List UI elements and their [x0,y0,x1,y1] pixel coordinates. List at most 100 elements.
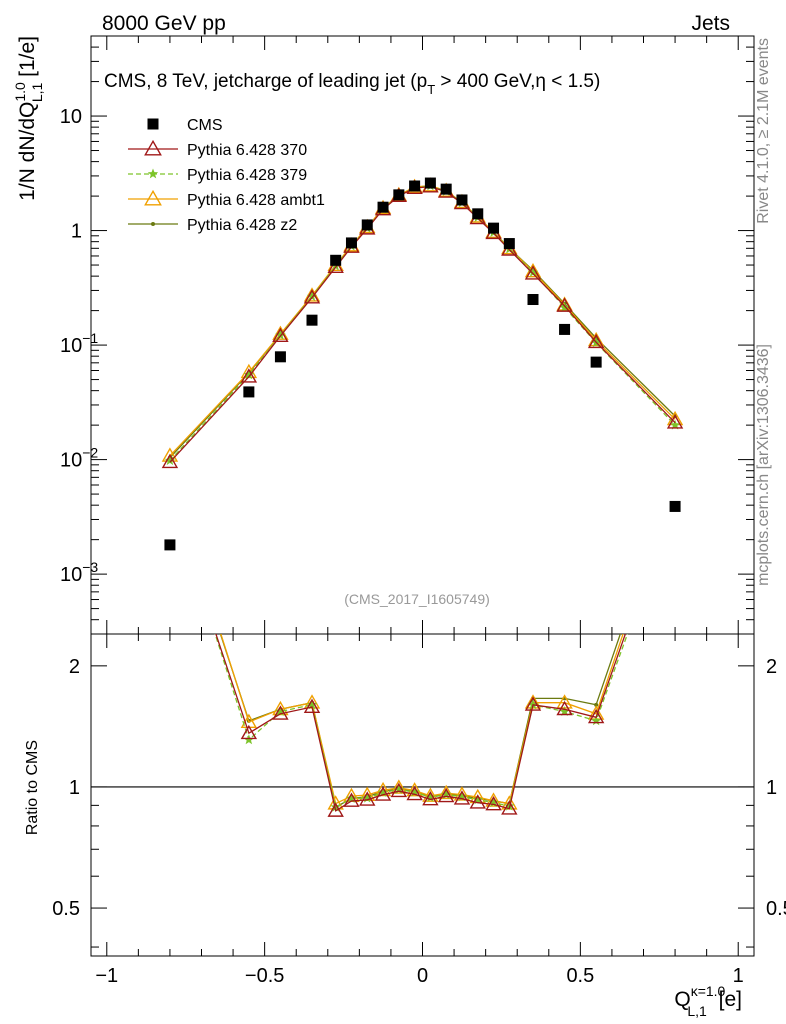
data-point [151,222,155,226]
data-point [453,786,471,801]
y-tick-label: 10 [60,106,82,128]
legend-label: Pythia 6.428 370 [187,142,307,159]
y-tick-label: 1 [71,221,82,243]
data-point [587,333,605,349]
data-point [272,327,289,342]
data-point [390,779,408,794]
data-point [164,539,176,551]
data-point [275,329,286,340]
x-tick-label: −0.5 [245,965,284,987]
data-point [524,696,542,711]
ratio-series [91,467,754,817]
data-point [673,472,677,476]
data-point [330,801,341,812]
data-point [144,139,162,156]
ratio-line [214,634,629,809]
data-point [272,325,289,340]
data-point [168,478,172,482]
x-tick-label: 1 [733,965,744,987]
data-point [669,419,681,430]
data-point [303,698,321,713]
data-point [456,194,468,206]
data-point [437,787,455,803]
header-left: 8000 GeV pp [102,12,226,35]
plot-title: CMS, 8 TeV, jetcharge of leading jet (pT… [104,71,600,97]
data-point [425,791,436,802]
legend-label: Pythia 6.428 z2 [187,217,297,234]
data-point [306,314,318,326]
data-point [556,700,573,716]
data-point [440,183,452,195]
data-point [524,265,542,280]
data-point [327,802,344,817]
data-point [243,734,255,745]
data-point [437,784,455,800]
data-point [406,782,423,797]
x-tick-label: −1 [95,965,118,987]
header-right: Jets [691,12,730,35]
data-point [272,705,289,720]
data-point [374,781,392,797]
data-point [359,791,376,806]
analysis-id: (CMS_2017_I1605749) [344,591,490,607]
data-point [488,222,500,234]
data-point [243,386,255,398]
data-point [668,485,682,497]
mcplots-label: mcplots.cern.ch [arXiv:1306.3436] [755,344,772,586]
ratio-tick-label-right: 1 [766,777,777,799]
legend: CMS Pythia 6.428 370 Pythia 6.428 379 Pythi… [128,117,325,234]
main-series [161,177,684,551]
data-point [666,414,684,429]
data-point [527,267,539,277]
data-point [303,289,321,304]
axis-ticks: −1 −0.5 0 0.5 1 10 1 10−1 10−2 10−3 2 2 1 1 0.5 0.5 [52,35,786,987]
ratio-tick-label-left: 2 [69,656,80,678]
data-point [330,254,342,266]
data-point [488,797,499,808]
data-point [275,706,286,716]
data-point [327,258,344,274]
ratio-tick-label-right: 2 [766,656,777,678]
data-point [422,787,439,802]
legend-label: CMS [187,117,223,134]
data-point [587,708,605,724]
y-tick-label: 10−2 [60,445,98,472]
data-point [144,189,162,206]
data-point [164,455,176,466]
data-point [559,302,570,312]
data-point [409,180,421,192]
data-point [406,785,423,801]
data-point [472,208,484,220]
data-point [440,789,452,800]
data-point [377,201,389,213]
data-point [165,487,176,497]
data-point [306,699,318,710]
data-point [306,291,318,302]
data-point [361,219,373,231]
y-tick-label: 10−3 [60,559,98,586]
ratio-series-clip [163,467,682,817]
data-point [503,238,515,250]
data-point [424,177,436,189]
data-point [147,118,159,130]
data-point [240,724,258,740]
data-point [163,467,177,479]
data-point [472,794,483,805]
data-point [390,782,408,798]
ratio-tick-label-left: 0.5 [52,898,80,920]
data-point [147,168,159,179]
data-point [485,795,502,811]
data-point [345,237,357,249]
data-point [669,500,681,512]
data-point [556,297,573,312]
data-point [393,189,405,201]
data-point [393,784,405,794]
data-point [362,792,373,803]
data-point [409,786,420,797]
ratio-tick-label-right: 0.5 [766,898,786,920]
data-point [161,453,179,469]
data-point [594,702,599,707]
y-tick-label: 10−1 [60,330,98,357]
data-point [346,793,357,803]
data-point [590,356,602,368]
